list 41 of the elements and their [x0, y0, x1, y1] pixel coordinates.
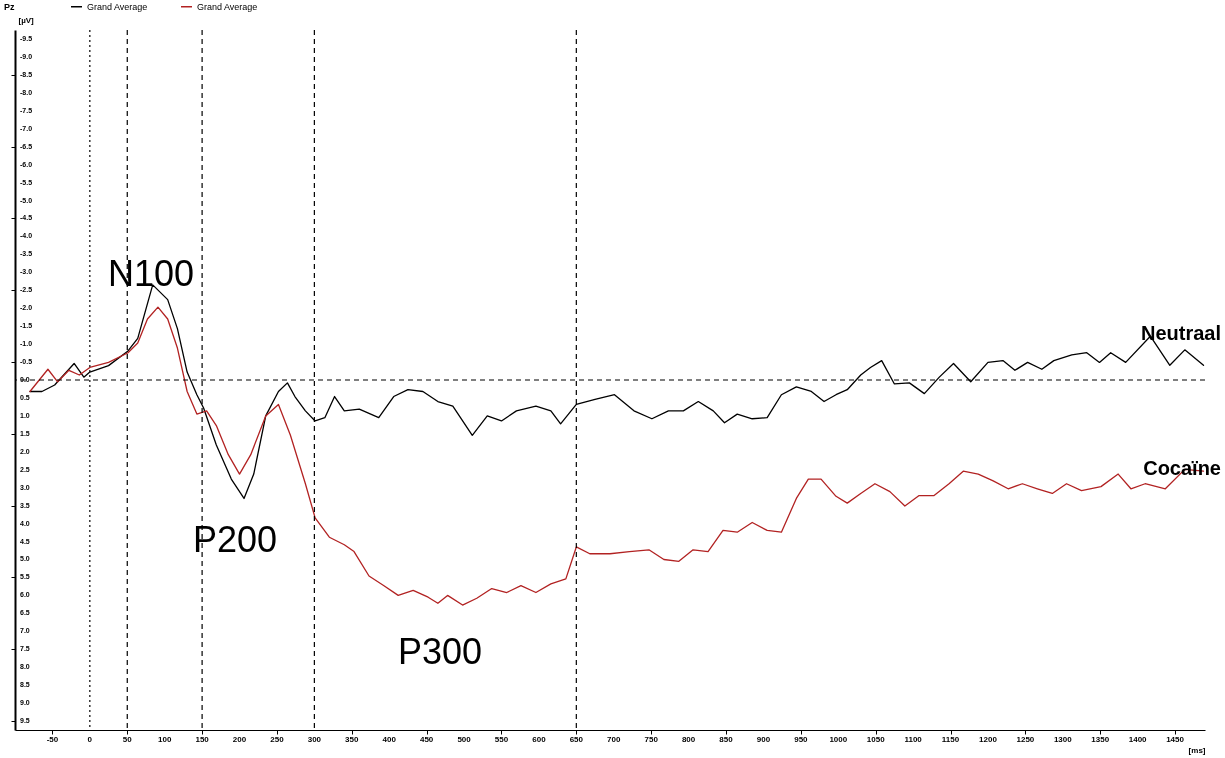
x-tick-label: 1450	[1166, 735, 1185, 744]
x-tick-label: 300	[307, 735, 322, 744]
x-tick-label: 500	[457, 735, 472, 744]
x-tick-label: 200	[232, 735, 247, 744]
x-tick-label: 1250	[1016, 735, 1035, 744]
x-tick-label: 350	[345, 735, 360, 744]
x-tick-label: -50	[46, 735, 59, 744]
x-tick-label: 550	[494, 735, 509, 744]
x-tick-label: 1150	[941, 735, 960, 744]
x-tick-label: 700	[607, 735, 621, 744]
x-tick-label: 450	[419, 735, 434, 744]
x-axis-title: [ms]	[1188, 746, 1206, 755]
legend-label: Grand Average	[197, 1, 258, 12]
x-tick-label: 150	[195, 735, 210, 744]
x-tick-label: 0	[87, 735, 93, 744]
x-tick-label: 1000	[829, 735, 848, 744]
x-tick-label: 800	[681, 735, 696, 744]
x-tick-label: 100	[158, 735, 172, 744]
x-tick-label: 50	[122, 735, 133, 744]
x-tick-label: 1100	[904, 735, 923, 744]
x-tick-label: 850	[719, 735, 734, 744]
x-tick-label: 1050	[866, 735, 886, 744]
legend-label: Grand Average	[87, 1, 148, 12]
x-tick-label: 900	[756, 735, 771, 744]
annotation: P200	[193, 519, 278, 560]
x-tick-label: 650	[569, 735, 584, 744]
x-tick-label: 1350	[1091, 735, 1110, 744]
y-axis-title: [µV]	[18, 15, 35, 25]
x-tick-label: 600	[532, 735, 547, 744]
annotation: Neutraal	[1140, 322, 1221, 344]
x-tick-label: 400	[382, 735, 397, 744]
x-tick-label: 1400	[1128, 735, 1148, 744]
x-tick-label: 750	[644, 735, 659, 744]
annotation: P300	[398, 631, 483, 672]
x-tick-label: 250	[270, 735, 285, 744]
x-tick-label: 1200	[979, 735, 998, 744]
annotation: Cocaïne	[1143, 457, 1221, 479]
chart-title: Pz	[4, 2, 15, 12]
annotation: N100	[108, 253, 195, 294]
x-tick-label: 1300	[1053, 735, 1073, 744]
x-tick-label: 950	[794, 735, 809, 744]
